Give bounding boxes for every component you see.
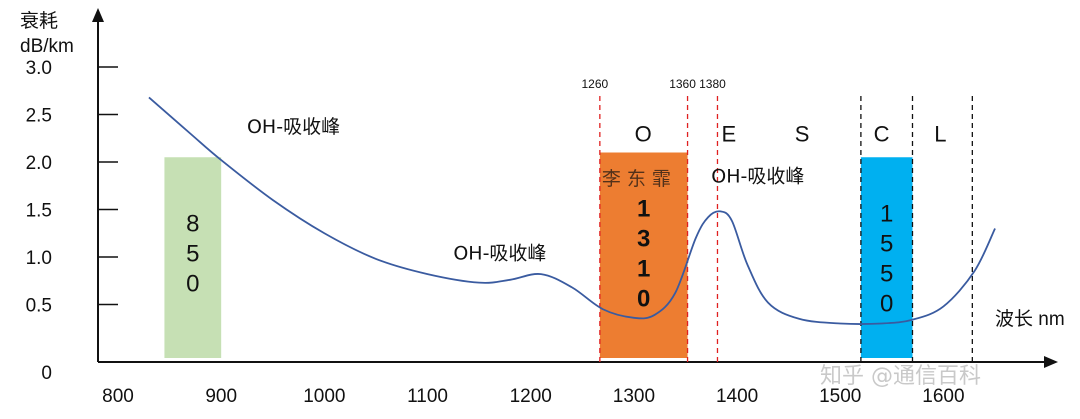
box-label-char: 0 — [880, 290, 893, 317]
x-tick-label: 1100 — [407, 386, 448, 407]
box-label-char: 0 — [637, 286, 650, 313]
box-label-char: 3 — [637, 226, 650, 253]
y-tick-label: 1.5 — [26, 201, 52, 222]
y-tick-label: 2.5 — [26, 106, 52, 127]
annotation: OH-吸收峰 — [247, 116, 340, 138]
watermark: 知乎 @通信百科 — [820, 364, 981, 389]
x-axis-arrow — [1044, 356, 1058, 368]
annotations: OH-吸收峰 OH-吸收峰 OH-吸收峰 — [247, 116, 804, 264]
band-boundary-label: 1360 — [669, 77, 696, 91]
band-label: O — [635, 122, 652, 147]
y-axis-arrow — [92, 8, 104, 22]
y-ticks: 0 0.5 1.0 1.5 2.0 2.5 3.0 — [26, 58, 118, 384]
wavelength-box — [164, 157, 222, 358]
x-tick-label: 1600 — [922, 386, 964, 407]
x-ticks: 800 900 1000 1100 1200 1300 1400 1500 1600 — [102, 386, 964, 407]
y-tick-label: 0.5 — [26, 296, 52, 317]
x-axis-title: 波长 nm — [995, 308, 1065, 330]
box-label-char: 5 — [880, 260, 893, 287]
annotation: OH-吸收峰 — [453, 242, 546, 264]
wavelength-box — [599, 152, 688, 358]
y-axis-title: 衰耗 — [20, 10, 58, 32]
box-label-char: 1 — [637, 256, 650, 283]
x-tick-label: 800 — [102, 386, 134, 407]
y-tick-label: 0 — [41, 363, 52, 384]
band-label: L — [934, 122, 946, 147]
y-tick-label: 2.0 — [26, 153, 52, 174]
band-boundary-label: 1260 — [581, 77, 608, 91]
attenuation-curve — [148, 96, 996, 325]
x-tick-label: 1300 — [613, 386, 655, 407]
box-label-char: 1 — [880, 200, 893, 227]
y-axis-unit: dB/km — [20, 36, 74, 57]
box-label-char: 8 — [186, 210, 199, 237]
band-label: E — [721, 122, 736, 147]
y-tick-label: 3.0 — [26, 58, 52, 79]
x-tick-label: 1400 — [716, 386, 758, 407]
wavelength-boxes: 8 5 0 1 3 1 0 1 5 5 0 — [164, 152, 913, 358]
x-tick-label: 900 — [205, 386, 237, 407]
box-label-char: 5 — [186, 240, 199, 267]
x-tick-label: 1500 — [819, 386, 861, 407]
annotation: OH-吸收峰 — [711, 165, 804, 187]
x-tick-label: 1200 — [510, 386, 552, 407]
box-label-char: 5 — [880, 230, 893, 257]
overlay-text: 李 东 霏 — [602, 168, 671, 190]
box-label-char: 0 — [186, 270, 199, 297]
band-boundaries: 1260 1360 1380 — [581, 77, 973, 362]
wavelength-box — [860, 157, 913, 358]
x-tick-label: 1000 — [303, 386, 345, 407]
band-label: S — [795, 122, 810, 147]
band-boundary-label: 1380 — [699, 77, 726, 91]
box-label-char: 1 — [637, 196, 650, 223]
y-tick-label: 1.0 — [26, 248, 52, 269]
band-label: C — [874, 122, 890, 147]
